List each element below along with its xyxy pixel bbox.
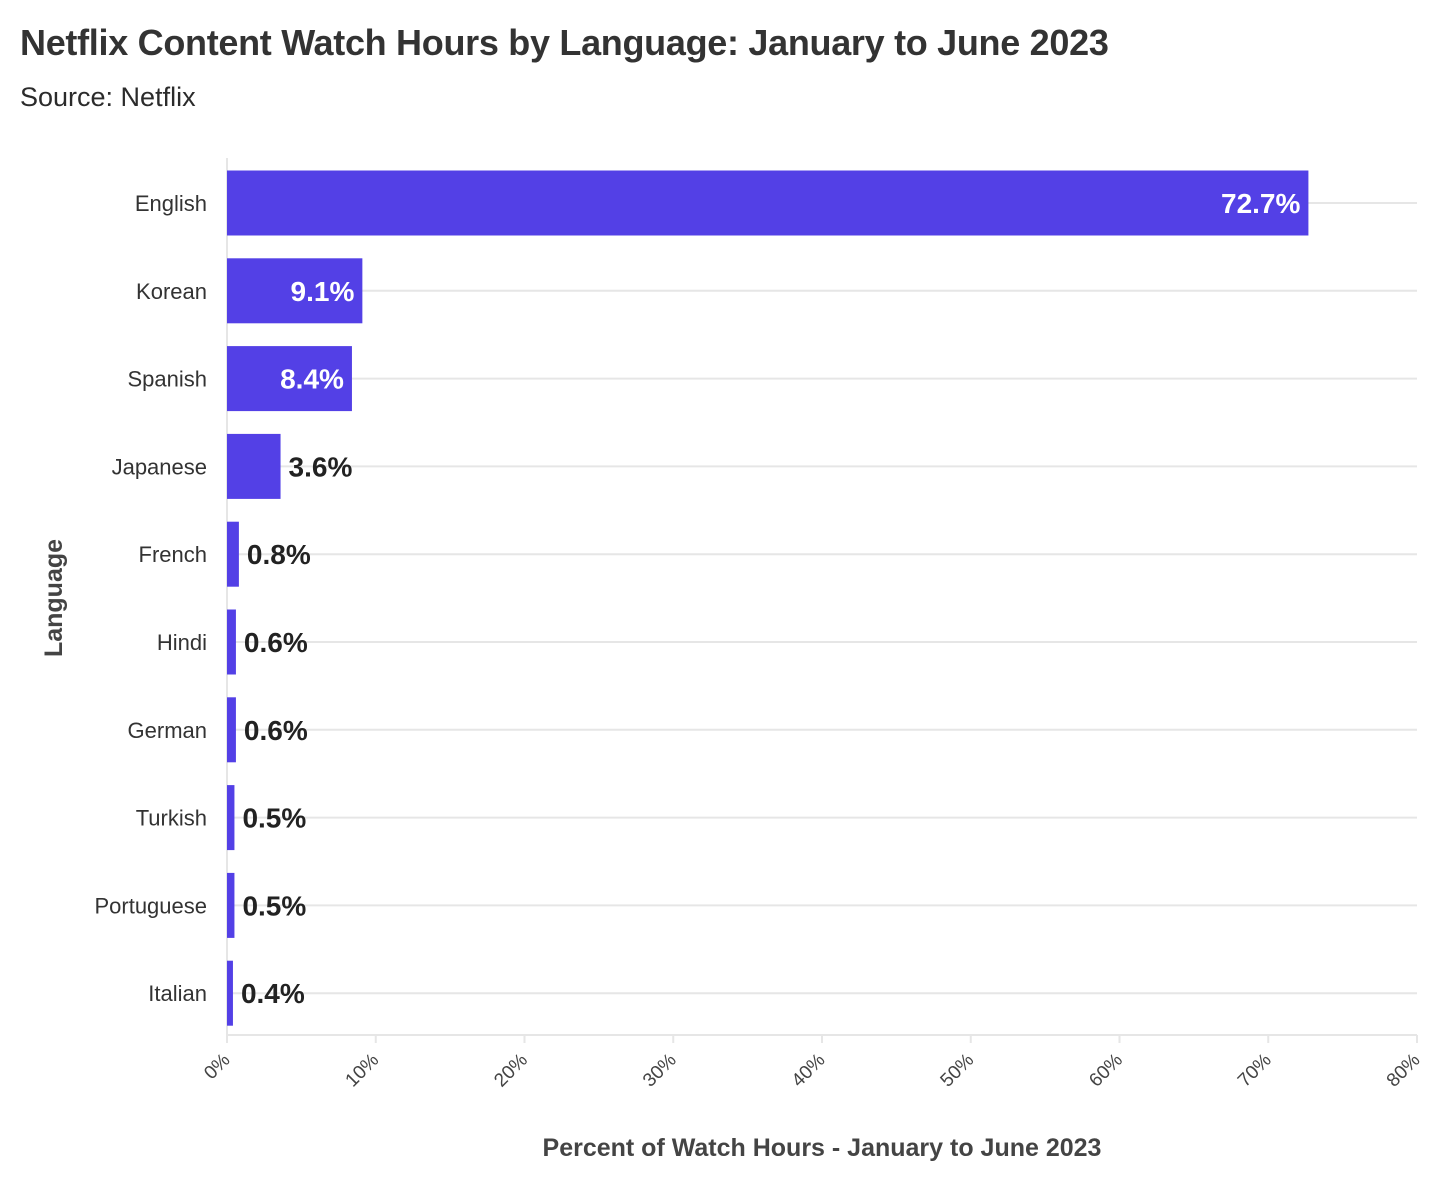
bar <box>227 697 236 763</box>
data-label: 0.5% <box>242 803 306 834</box>
data-label: 8.4% <box>280 364 344 395</box>
bar <box>227 521 239 587</box>
data-label: 0.6% <box>244 627 308 658</box>
x-axis-title: Percent of Watch Hours - January to June… <box>543 1134 1102 1162</box>
category-label: Portuguese <box>94 893 207 918</box>
y-axis-title: Language <box>40 539 68 657</box>
x-tick-label: 60% <box>1085 1050 1127 1092</box>
grid-lines <box>226 158 1417 1036</box>
x-tick-label: 80% <box>1383 1050 1425 1092</box>
data-label: 72.7% <box>1221 188 1300 219</box>
category-label: English <box>135 191 207 216</box>
data-label: 0.4% <box>241 978 305 1009</box>
bar <box>227 433 281 499</box>
category-label: Korean <box>136 279 207 304</box>
bar <box>227 960 233 1026</box>
x-tick-label: 20% <box>490 1050 532 1092</box>
bar <box>227 785 235 851</box>
data-label: 3.6% <box>289 451 353 482</box>
data-label: 9.1% <box>291 276 355 307</box>
x-tick-label: 40% <box>788 1050 830 1092</box>
category-label: Hindi <box>157 630 207 655</box>
bars <box>227 170 1309 1026</box>
data-label: 0.6% <box>244 715 308 746</box>
category-label: French <box>139 542 207 567</box>
x-tick-label: 30% <box>639 1050 681 1092</box>
x-axis-ticks: 0% 10% 20% 30% 40% 50% 60% 70% 80% <box>200 1035 1425 1092</box>
value-labels: 72.7% 9.1% 8.4% 3.6% 0.8% 0.6% 0.6% 0.5% 0.5% 0.4… <box>241 188 1301 1009</box>
chart-title: Netflix Content Watch Hours by Language:… <box>20 22 1109 63</box>
bar <box>227 609 236 675</box>
bar <box>227 872 235 938</box>
data-label: 0.8% <box>247 539 311 570</box>
x-tick-label: 70% <box>1234 1050 1276 1092</box>
bar <box>227 258 363 324</box>
category-label: Turkish <box>136 806 207 831</box>
category-label: German <box>128 718 207 743</box>
chart-subtitle: Source: Netflix <box>20 82 196 112</box>
x-tick-label: 0% <box>200 1050 234 1084</box>
x-tick-label: 10% <box>342 1050 384 1092</box>
category-label: Spanish <box>127 367 207 392</box>
bar <box>227 170 1309 236</box>
category-label: Italian <box>148 981 207 1006</box>
bar <box>227 346 352 412</box>
category-label: Japanese <box>112 454 207 479</box>
x-tick-label: 50% <box>937 1050 979 1092</box>
category-labels: English Korean Spanish Japanese French Hindi G… <box>94 191 207 1006</box>
data-label: 0.5% <box>242 890 306 921</box>
